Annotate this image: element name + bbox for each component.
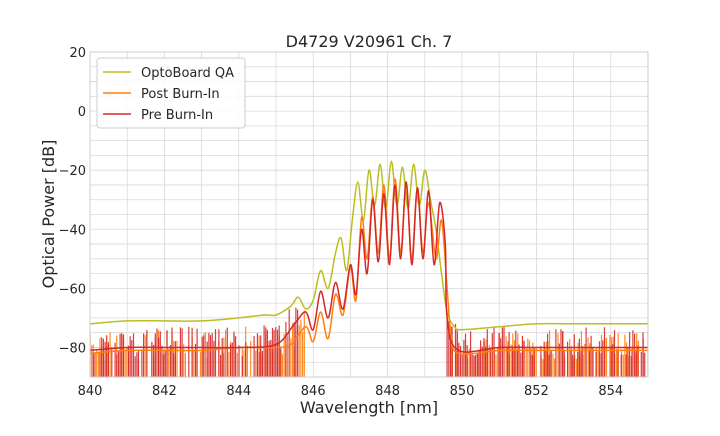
y-tick-label: −20 (59, 164, 86, 179)
y-tick-label: −40 (59, 223, 86, 238)
noise-spikes (90, 307, 648, 377)
x-tick-label: 846 (301, 384, 326, 399)
x-tick-label: 852 (524, 384, 549, 399)
y-tick-label: 20 (69, 46, 86, 61)
legend: OptoBoard QA Post Burn-In Pre Burn-In (96, 57, 246, 129)
x-tick-label: 844 (226, 384, 251, 399)
noise-floor (90, 307, 648, 377)
legend-box (96, 57, 246, 129)
y-tick-label: 0 (78, 105, 86, 120)
y-axis-label: Optical Power [dB] (39, 140, 58, 289)
x-tick-label: 842 (152, 384, 177, 399)
legend-label: Post Burn-In (141, 87, 220, 102)
series-line-1 (90, 178, 648, 355)
series-line-2 (90, 181, 648, 353)
x-axis-label: Wavelength [nm] (300, 398, 438, 417)
x-tick-label: 840 (78, 384, 103, 399)
x-tick-labels: 840 842 844 846 848 850 852 854 (78, 384, 624, 399)
x-tick-label: 848 (375, 384, 400, 399)
y-tick-labels: 20 0 −20 −40 −60 −80 (59, 46, 86, 356)
y-tick-label: −60 (59, 282, 86, 297)
y-tick-label: −80 (59, 341, 86, 356)
legend-label: OptoBoard QA (141, 66, 234, 81)
plot-frame (89, 51, 649, 378)
chart-title: D4729 V20961 Ch. 7 (286, 32, 453, 51)
x-tick-label: 850 (450, 384, 475, 399)
x-tick-label: 854 (598, 384, 623, 399)
legend-label: Pre Burn-In (141, 108, 213, 123)
series-lines (90, 160, 648, 355)
